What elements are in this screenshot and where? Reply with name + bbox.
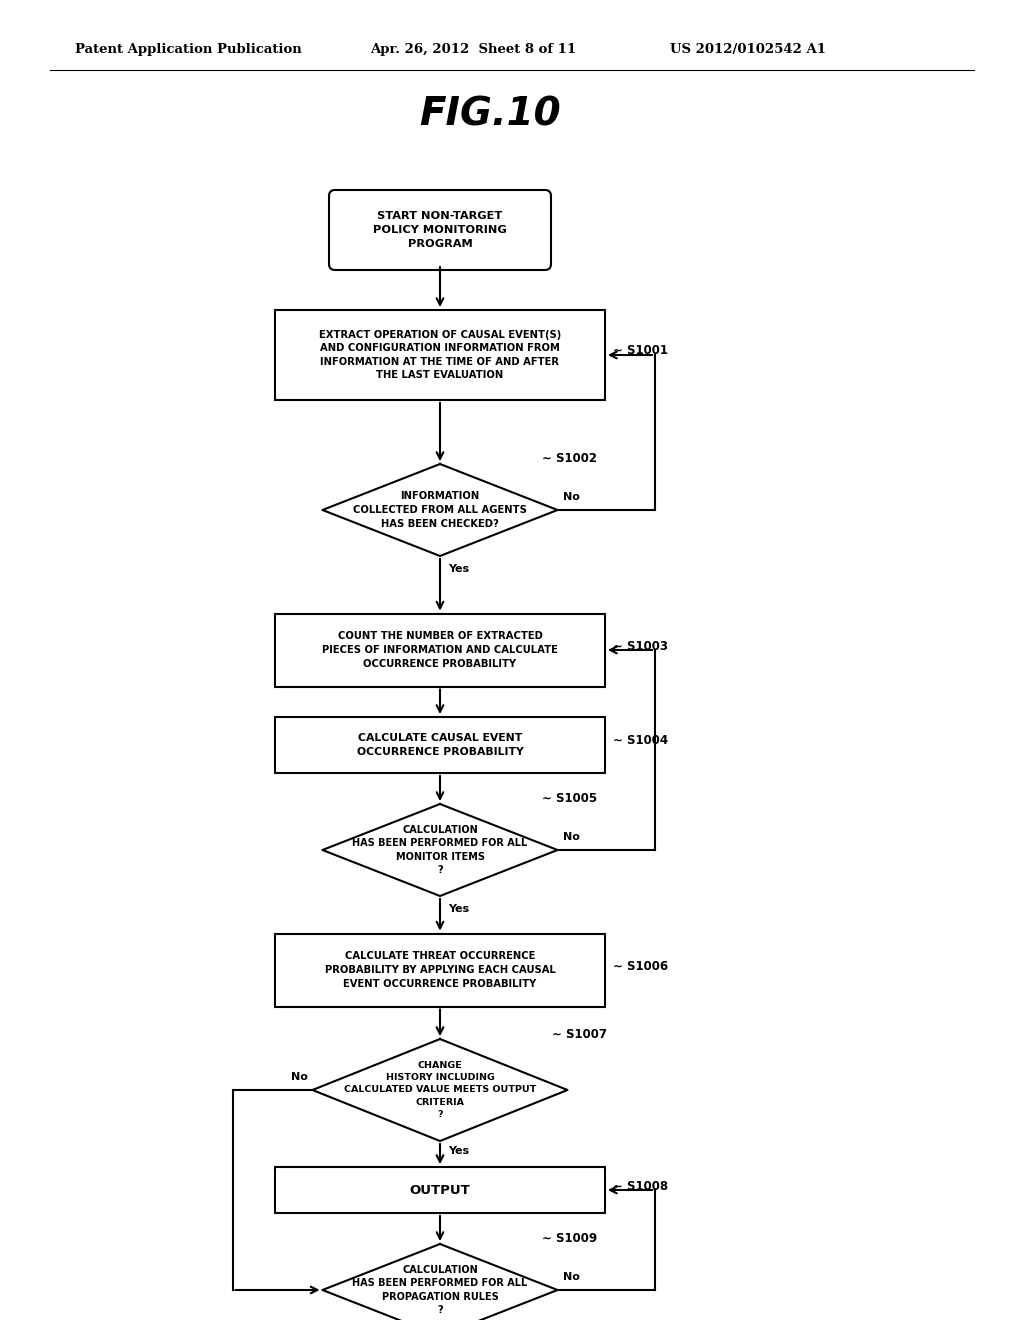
Text: US 2012/0102542 A1: US 2012/0102542 A1: [670, 44, 826, 57]
Bar: [275, 717, 605, 774]
Text: No: No: [562, 492, 580, 502]
Text: ∼ S1008: ∼ S1008: [613, 1180, 668, 1192]
Text: INFORMATION
COLLECTED FROM ALL AGENTS
HAS BEEN CHECKED?: INFORMATION COLLECTED FROM ALL AGENTS HA…: [353, 491, 527, 528]
Text: START NON-TARGET
POLICY MONITORING
PROGRAM: START NON-TARGET POLICY MONITORING PROGR…: [373, 211, 507, 248]
Text: Yes: Yes: [449, 1146, 469, 1156]
Text: ∼ S1005: ∼ S1005: [543, 792, 598, 805]
Text: COUNT THE NUMBER OF EXTRACTED
PIECES OF INFORMATION AND CALCULATE
OCCURRENCE PRO: COUNT THE NUMBER OF EXTRACTED PIECES OF …: [323, 631, 558, 669]
Text: CALCULATION
HAS BEEN PERFORMED FOR ALL
PROPAGATION RULES
?: CALCULATION HAS BEEN PERFORMED FOR ALL P…: [352, 1265, 527, 1316]
Text: OUTPUT: OUTPUT: [410, 1184, 470, 1196]
Text: ∼ S1009: ∼ S1009: [543, 1233, 598, 1246]
Text: No: No: [562, 832, 580, 842]
Text: ∼ S1004: ∼ S1004: [613, 734, 668, 747]
Text: CALCULATE CAUSAL EVENT
OCCURRENCE PROBABILITY: CALCULATE CAUSAL EVENT OCCURRENCE PROBAB…: [356, 733, 523, 756]
Text: FIG.10: FIG.10: [419, 96, 561, 135]
Polygon shape: [323, 1243, 557, 1320]
Polygon shape: [323, 804, 557, 896]
Polygon shape: [323, 465, 557, 556]
Text: Patent Application Publication: Patent Application Publication: [75, 44, 302, 57]
Bar: [275, 614, 605, 686]
Text: EXTRACT OPERATION OF CAUSAL EVENT(S)
AND CONFIGURATION INFORMATION FROM
INFORMAT: EXTRACT OPERATION OF CAUSAL EVENT(S) AND…: [318, 330, 561, 380]
FancyBboxPatch shape: [329, 190, 551, 271]
Text: ∼ S1007: ∼ S1007: [553, 1027, 607, 1040]
Text: CALCULATE THREAT OCCURRENCE
PROBABILITY BY APPLYING EACH CAUSAL
EVENT OCCURRENCE: CALCULATE THREAT OCCURRENCE PROBABILITY …: [325, 952, 555, 989]
Text: CALCULATION
HAS BEEN PERFORMED FOR ALL
MONITOR ITEMS
?: CALCULATION HAS BEEN PERFORMED FOR ALL M…: [352, 825, 527, 875]
Text: No: No: [562, 1272, 580, 1282]
Text: Apr. 26, 2012  Sheet 8 of 11: Apr. 26, 2012 Sheet 8 of 11: [370, 44, 577, 57]
Bar: [275, 310, 605, 400]
Text: ∼ S1002: ∼ S1002: [543, 453, 597, 466]
Text: ∼ S1001: ∼ S1001: [613, 345, 668, 358]
Text: Yes: Yes: [449, 564, 469, 574]
Polygon shape: [312, 1039, 567, 1140]
Text: ∼ S1006: ∼ S1006: [613, 960, 668, 973]
Text: CHANGE
HISTORY INCLUDING
CALCULATED VALUE MEETS OUTPUT
CRITERIA
?: CHANGE HISTORY INCLUDING CALCULATED VALU…: [344, 1061, 537, 1119]
Bar: [275, 933, 605, 1006]
Bar: [275, 1167, 605, 1213]
Text: ∼ S1003: ∼ S1003: [613, 639, 668, 652]
Text: No: No: [291, 1072, 307, 1082]
Text: Yes: Yes: [449, 904, 469, 913]
